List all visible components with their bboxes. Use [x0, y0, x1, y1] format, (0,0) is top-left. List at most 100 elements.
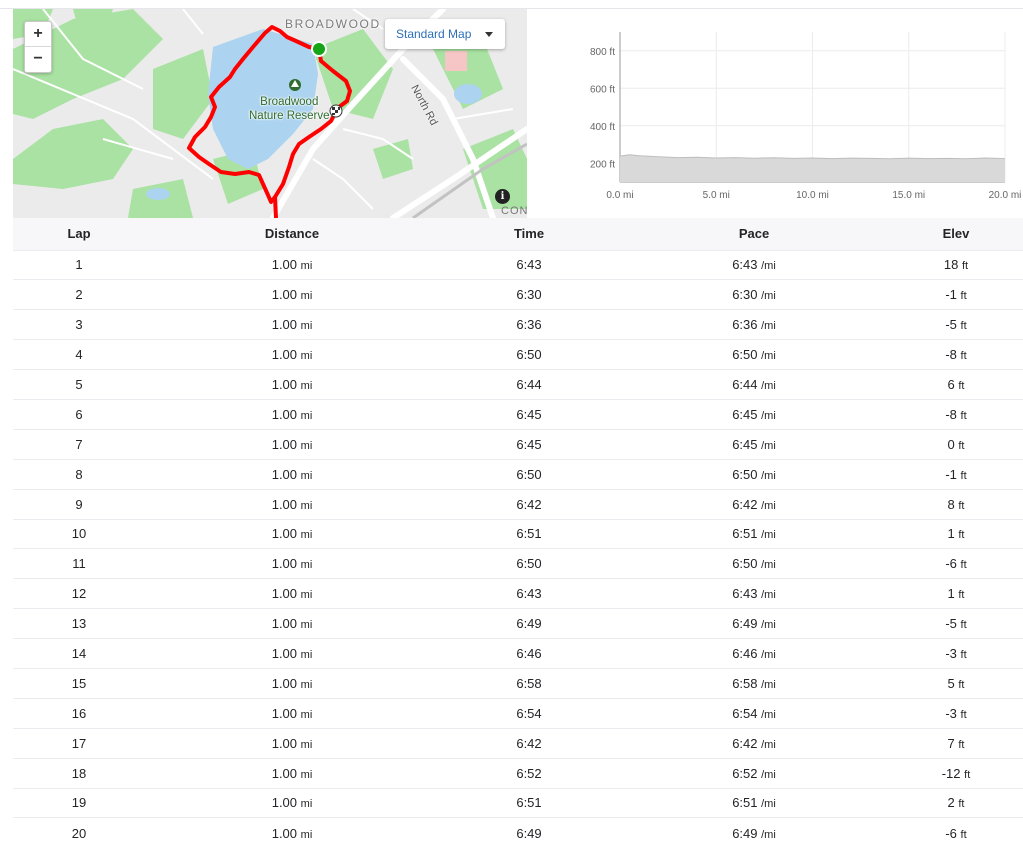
table-row[interactable]: 9 1.00 mi 6:42 6:42 /mi 8 ft — [13, 488, 1023, 520]
distance-cell-unit: mi — [300, 649, 313, 662]
distance-cell-unit: mi — [300, 828, 313, 841]
pace-cell-value: 6:30 — [732, 287, 758, 303]
pace-cell: 6:36 /mi — [619, 309, 889, 340]
lap-cell: 1 — [13, 249, 145, 280]
lap-cell-value: 15 — [71, 675, 87, 691]
distance-cell: 1.00 mi — [145, 638, 439, 669]
pace-cell-unit: /mi — [761, 678, 776, 691]
table-row[interactable]: 13 1.00 mi 6:49 6:49 /mi -5 ft — [13, 608, 1023, 639]
table-row[interactable]: 5 1.00 mi 6:44 6:44 /mi 6 ft — [13, 369, 1023, 400]
laps-table: Lap Distance Time Pace Elev 1 1.00 mi 6:43… — [13, 218, 1023, 847]
pace-cell-value: 6:51 — [732, 795, 758, 811]
lap-cell: 8 — [13, 458, 145, 490]
elev-cell-value: -3 — [945, 705, 957, 721]
header-lap[interactable]: Lap — [13, 218, 145, 250]
zoom-in-button[interactable]: + — [25, 22, 51, 47]
pace-cell: 6:44 /mi — [619, 369, 889, 400]
table-row[interactable]: 19 1.00 mi 6:51 6:51 /mi 2 ft — [13, 787, 1023, 818]
pace-cell-value: 6:43 — [732, 586, 758, 602]
time-cell: 6:49 — [439, 817, 619, 847]
header-distance[interactable]: Distance — [145, 218, 439, 250]
route-map[interactable]: + − Standard Map BROADWOOD Broadwood Nat… — [13, 9, 527, 218]
time-cell: 6:54 — [439, 697, 619, 729]
table-row[interactable]: 11 1.00 mi 6:50 6:50 /mi -6 ft — [13, 548, 1023, 579]
pace-cell: 6:58 /mi — [619, 667, 889, 699]
pace-cell-value: 6:58 — [732, 675, 758, 691]
header-time[interactable]: Time — [439, 218, 619, 250]
table-row[interactable]: 6 1.00 mi 6:45 6:45 /mi -8 ft — [13, 398, 1023, 430]
pace-cell: 6:30 /mi — [619, 279, 889, 310]
lap-cell: 16 — [13, 697, 145, 729]
elev-cell-value: -5 — [945, 616, 957, 632]
table-row[interactable]: 10 1.00 mi 6:51 6:51 /mi 1 ft — [13, 518, 1023, 549]
lap-cell: 15 — [13, 667, 145, 699]
zoom-control: + − — [24, 21, 52, 73]
pace-cell-value: 6:42 — [732, 496, 758, 512]
time-cell-value: 6:45 — [516, 436, 542, 452]
map-type-dropdown[interactable]: Standard Map — [385, 19, 505, 49]
table-row[interactable]: 1 1.00 mi 6:43 6:43 /mi 18 ft — [13, 249, 1023, 280]
lap-cell: 19 — [13, 787, 145, 818]
pace-cell-value: 6:54 — [732, 705, 758, 721]
lap-cell: 4 — [13, 339, 145, 370]
y-tick-label: 600 ft — [590, 84, 615, 95]
elev-cell: -12 ft — [889, 757, 1023, 789]
elev-cell-value: -1 — [945, 287, 957, 303]
pace-cell-unit: /mi — [761, 828, 776, 841]
table-row[interactable]: 16 1.00 mi 6:54 6:54 /mi -3 ft — [13, 697, 1023, 729]
elevation-chart-svg: 200 ft 400 ft 600 ft 800 ft 0.0 mi 5.0 mi 10.0… — [590, 32, 1021, 201]
lap-cell-value: 20 — [71, 825, 87, 841]
laps-table-body: 1 1.00 mi 6:43 6:43 /mi 18 ft 2 1.00 mi 6:30 6:3… — [13, 249, 1023, 847]
table-row[interactable]: 18 1.00 mi 6:52 6:52 /mi -12 ft — [13, 757, 1023, 789]
elev-cell: 8 ft — [889, 488, 1023, 520]
header-pace[interactable]: Pace — [619, 218, 889, 250]
time-cell-value: 6:52 — [516, 765, 542, 781]
table-row[interactable]: 2 1.00 mi 6:30 6:30 /mi -1 ft — [13, 279, 1023, 310]
pace-cell-unit: /mi — [761, 469, 776, 482]
elev-cell-unit: ft — [958, 380, 965, 392]
time-cell-value: 6:36 — [516, 317, 542, 333]
time-cell: 6:50 — [439, 548, 619, 579]
distance-cell: 1.00 mi — [145, 279, 439, 310]
distance-cell-unit: mi — [300, 619, 313, 632]
distance-cell: 1.00 mi — [145, 817, 439, 847]
distance-cell: 1.00 mi — [145, 578, 439, 609]
pace-cell-value: 6:36 — [732, 317, 758, 333]
table-row[interactable]: 8 1.00 mi 6:50 6:50 /mi -1 ft — [13, 458, 1023, 490]
elevation-line — [619, 154, 1006, 160]
table-row[interactable]: 15 1.00 mi 6:58 6:58 /mi 5 ft — [13, 667, 1023, 699]
elev-cell: -1 ft — [889, 279, 1023, 310]
zoom-out-button[interactable]: − — [33, 50, 43, 67]
elev-cell-unit: ft — [960, 619, 967, 632]
header-elev[interactable]: Elev — [889, 218, 1023, 250]
distance-cell-value: 1.00 — [271, 526, 298, 542]
pace-cell: 6:49 /mi — [619, 608, 889, 639]
table-row[interactable]: 17 1.00 mi 6:42 6:42 /mi 7 ft — [13, 727, 1023, 759]
elev-cell-unit: ft — [958, 499, 965, 512]
distance-cell-unit: mi — [300, 409, 313, 422]
pace-cell-unit: /mi — [761, 260, 776, 273]
elev-cell: 1 ft — [889, 578, 1023, 609]
elev-cell: 7 ft — [889, 727, 1023, 759]
map-type-label: Standard Map — [396, 27, 472, 41]
elev-cell-value: 1 — [947, 586, 955, 602]
table-row[interactable]: 7 1.00 mi 6:45 6:45 /mi 0 ft — [13, 428, 1023, 460]
pace-cell-unit: /mi — [761, 649, 776, 662]
table-row[interactable]: 14 1.00 mi 6:46 6:46 /mi -3 ft — [13, 638, 1023, 669]
table-row[interactable]: 12 1.00 mi 6:43 6:43 /mi 1 ft — [13, 578, 1023, 609]
pace-cell-unit: /mi — [761, 499, 776, 512]
elev-cell-value: 18 — [943, 257, 959, 273]
x-tick-label: 0.0 mi — [606, 190, 633, 201]
elev-cell: 0 ft — [889, 428, 1023, 460]
lap-cell-value: 18 — [71, 765, 87, 781]
info-icon[interactable]: i — [495, 189, 510, 204]
table-row[interactable]: 3 1.00 mi 6:36 6:36 /mi -5 ft — [13, 309, 1023, 340]
area-label: BROADWOOD — [285, 17, 381, 31]
table-row[interactable]: 4 1.00 mi 6:50 6:50 /mi -8 ft — [13, 339, 1023, 370]
table-row[interactable]: 20 1.00 mi 6:49 6:49 /mi -6 ft — [13, 817, 1023, 847]
distance-cell: 1.00 mi — [145, 249, 439, 280]
time-cell: 6:50 — [439, 339, 619, 370]
pace-cell-value: 6:44 — [732, 377, 758, 392]
lap-cell: 12 — [13, 578, 145, 609]
elev-cell-value: -3 — [945, 646, 957, 662]
